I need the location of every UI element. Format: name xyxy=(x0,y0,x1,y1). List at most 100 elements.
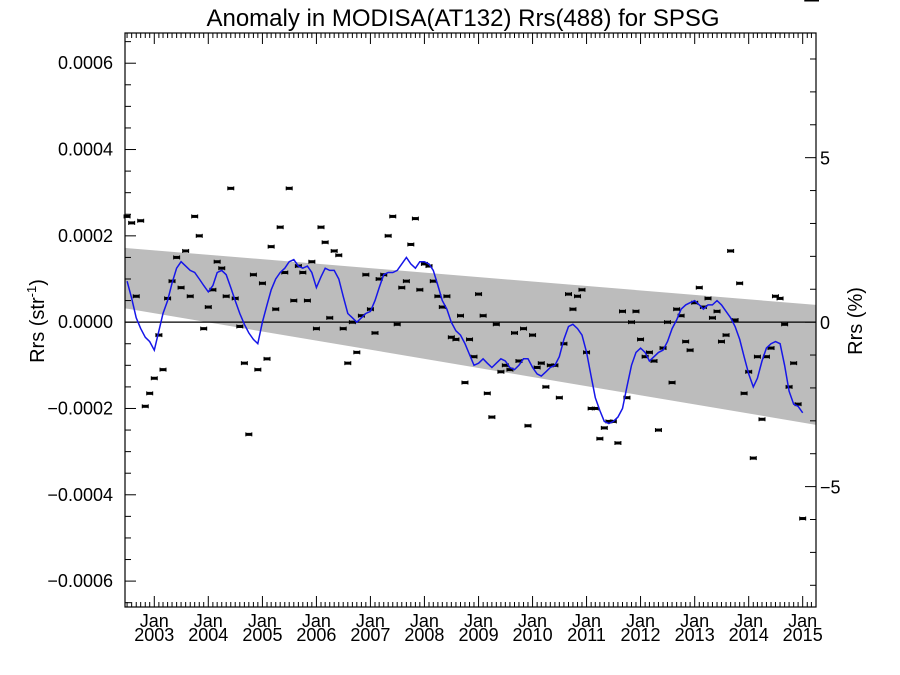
anomaly-point xyxy=(533,365,541,370)
x-month-label: Jan xyxy=(518,611,547,631)
anomaly-point xyxy=(781,322,789,327)
anomaly-point xyxy=(213,259,221,264)
left-axis-label-close: ) xyxy=(27,279,49,286)
anomaly-point xyxy=(654,428,662,433)
x-month-label: Jan xyxy=(680,611,709,631)
x-year-label: 2010 xyxy=(513,625,553,645)
anomaly-point xyxy=(488,415,496,420)
x-year-label: 2006 xyxy=(296,625,336,645)
anomaly-point xyxy=(591,406,599,411)
anomaly-point xyxy=(191,214,199,219)
anomaly-point xyxy=(254,367,262,372)
right-tick-label: −5 xyxy=(820,478,841,498)
chart-title: Anomaly in MODISA(AT132) Rrs(488) for SP… xyxy=(206,5,719,32)
anomaly-point xyxy=(204,305,212,310)
left-tick-label: 0.0006 xyxy=(58,53,113,73)
anomaly-point xyxy=(628,320,636,325)
anomaly-point xyxy=(560,341,568,346)
anomaly-point xyxy=(155,333,163,338)
anomaly-point xyxy=(384,233,392,238)
anomaly-point xyxy=(736,281,744,286)
x-year-label: 2015 xyxy=(783,625,823,645)
anomaly-point xyxy=(475,292,483,297)
anomaly-point xyxy=(555,395,563,400)
anomaly-point xyxy=(659,346,667,351)
anomaly-point xyxy=(173,255,181,260)
anomaly-point xyxy=(389,214,397,219)
anomaly-point xyxy=(524,423,532,428)
anomaly-point xyxy=(222,294,230,299)
anomaly-point xyxy=(128,220,136,225)
x-year-label: 2012 xyxy=(621,625,661,645)
anomaly-point xyxy=(511,330,519,335)
anomaly-point xyxy=(177,285,185,290)
anomaly-point xyxy=(141,404,149,409)
anomaly-point xyxy=(466,337,474,342)
anomaly-point xyxy=(290,298,298,303)
anomaly-point xyxy=(245,432,253,437)
anomaly-point xyxy=(520,326,528,331)
running-mean-line xyxy=(126,256,804,425)
x-month-label: Jan xyxy=(788,611,817,631)
x-year-label: 2007 xyxy=(350,625,390,645)
anomaly-point xyxy=(150,376,158,381)
x-year-label: 2009 xyxy=(459,625,499,645)
left-axis-label-main: Rrs (str xyxy=(27,297,49,363)
anomaly-point xyxy=(596,436,604,441)
anomaly-point xyxy=(132,294,140,299)
anomaly-point xyxy=(542,384,550,389)
anomaly-point xyxy=(137,218,145,223)
anomaly-point xyxy=(236,324,244,329)
x-year-label: 2003 xyxy=(134,625,174,645)
anomaly-point xyxy=(722,333,730,338)
anomaly-point xyxy=(272,307,280,312)
plot-area xyxy=(123,0,819,521)
anomaly-point xyxy=(663,320,671,325)
left-tick-label: −0.0006 xyxy=(47,571,113,591)
left-axis-label-superscript: -1 xyxy=(24,286,39,298)
right-axis-label: Rrs (%) xyxy=(845,287,867,355)
x-month-label: Jan xyxy=(464,611,493,631)
anomaly-point xyxy=(366,307,374,312)
anomaly-point xyxy=(574,294,582,299)
anomaly-point xyxy=(483,391,491,396)
left-axis-label: Rrs (str-1) xyxy=(24,279,49,363)
anomaly-point xyxy=(402,279,410,284)
right-tick-label: 0 xyxy=(820,313,830,333)
anomaly-point xyxy=(686,348,694,353)
anomaly-point xyxy=(619,309,627,314)
left-tick-label: 0.0000 xyxy=(58,312,113,332)
anomaly-point xyxy=(614,441,622,445)
anomaly-point xyxy=(321,240,329,245)
x-year-label: 2004 xyxy=(188,625,228,645)
anomaly-point xyxy=(182,248,190,253)
anomaly-point xyxy=(218,266,226,271)
anomaly-point xyxy=(708,315,716,320)
anomaly-point xyxy=(240,361,248,366)
anomaly-point xyxy=(371,330,379,335)
anomaly-point xyxy=(317,225,325,230)
anomaly-point xyxy=(753,354,761,359)
anomaly-point xyxy=(200,326,208,331)
anomaly-point xyxy=(159,367,167,372)
x-year-label: 2014 xyxy=(729,625,769,645)
anomaly-point xyxy=(407,242,415,247)
anomaly-point xyxy=(695,285,703,290)
anomaly-point xyxy=(303,298,311,303)
anomaly-point xyxy=(682,339,690,344)
anomaly-point xyxy=(578,287,586,292)
x-year-label: 2011 xyxy=(567,625,606,645)
anomaly-point xyxy=(758,417,766,422)
anomaly-point xyxy=(249,272,257,277)
anomaly-point xyxy=(799,516,807,521)
anomaly-point xyxy=(227,186,235,191)
anomaly-point xyxy=(668,380,676,385)
monthly-anomaly-points xyxy=(123,0,819,521)
anomaly-point xyxy=(308,259,316,264)
anomaly-point xyxy=(704,296,712,301)
anomaly-point xyxy=(461,380,469,385)
anomaly-point xyxy=(673,307,681,312)
anomaly-point xyxy=(740,391,748,396)
anomaly-point xyxy=(717,339,725,344)
